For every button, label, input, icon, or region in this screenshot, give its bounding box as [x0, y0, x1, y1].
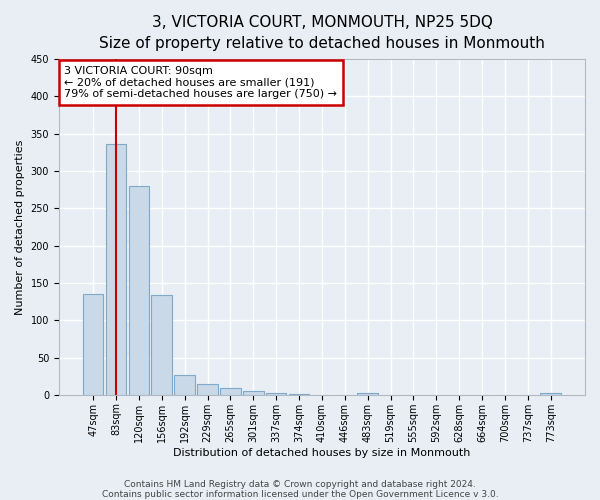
Bar — [197, 384, 218, 395]
X-axis label: Distribution of detached houses by size in Monmouth: Distribution of detached houses by size … — [173, 448, 470, 458]
Bar — [106, 144, 126, 395]
Bar — [541, 394, 561, 395]
Title: 3, VICTORIA COURT, MONMOUTH, NP25 5DQ
Size of property relative to detached hous: 3, VICTORIA COURT, MONMOUTH, NP25 5DQ Si… — [99, 15, 545, 51]
Bar — [175, 374, 195, 395]
Bar — [83, 294, 103, 395]
Bar — [243, 391, 263, 395]
Bar — [220, 388, 241, 395]
Bar — [266, 392, 286, 395]
Text: 3 VICTORIA COURT: 90sqm
← 20% of detached houses are smaller (191)
79% of semi-d: 3 VICTORIA COURT: 90sqm ← 20% of detache… — [64, 66, 337, 99]
Text: Contains HM Land Registry data © Crown copyright and database right 2024.
Contai: Contains HM Land Registry data © Crown c… — [101, 480, 499, 499]
Bar — [128, 186, 149, 395]
Y-axis label: Number of detached properties: Number of detached properties — [15, 140, 25, 314]
Bar — [151, 295, 172, 395]
Bar — [289, 394, 310, 395]
Bar — [358, 394, 378, 395]
